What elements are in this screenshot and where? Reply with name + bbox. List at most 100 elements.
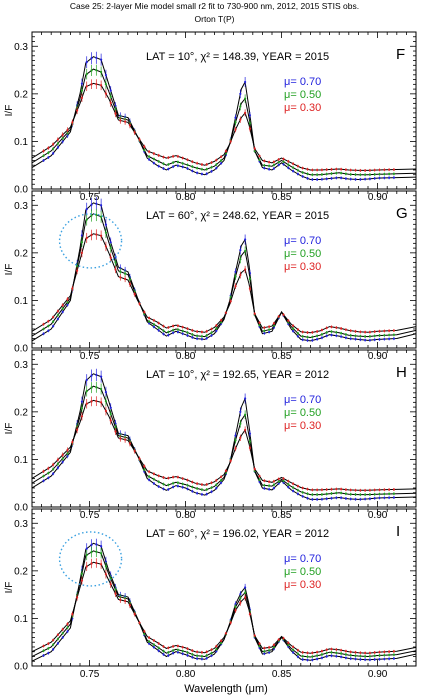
data-point: [42, 154, 45, 157]
data-point: [109, 89, 112, 92]
data-point: [52, 315, 55, 319]
x-tick-label: 0.90: [368, 669, 388, 680]
data-point: [196, 330, 199, 333]
series-points: [42, 79, 396, 172]
legend-entry: μ= 0.70: [284, 235, 321, 247]
data-point: [196, 657, 199, 660]
data-point: [90, 69, 93, 72]
data-point: [306, 331, 309, 334]
data-point: [344, 328, 348, 331]
data-point: [76, 428, 79, 431]
data-point: [320, 336, 324, 339]
data-point: [268, 325, 271, 328]
data-point: [138, 138, 141, 141]
data-point: [80, 415, 84, 418]
data-point: [378, 330, 381, 333]
data-point: [80, 400, 84, 403]
data-point: [364, 497, 367, 501]
data-point: [162, 325, 165, 328]
data-point: [191, 649, 194, 652]
data-point: [66, 630, 69, 633]
data-point: [316, 334, 319, 337]
data-point: [109, 406, 112, 409]
data-point: [392, 488, 396, 491]
data-point: [95, 550, 98, 553]
data-point: [42, 149, 45, 153]
data-point: [95, 56, 98, 59]
panel-i: 0.75 0.80 0.85 0.90 0.0 0.1 0.2 0.3 I/F LAT = 60°…: [4, 508, 417, 680]
data-point: [210, 652, 213, 655]
data-point: [244, 97, 247, 100]
panel-info-text: LAT = 60°, χ² = 248.62, YEAR = 2015: [146, 210, 329, 222]
data-point: [157, 485, 160, 488]
data-point: [368, 489, 372, 492]
data-point: [268, 484, 271, 487]
panel-info-text: LAT = 10°, χ² = 192.65, YEAR = 2012: [146, 369, 329, 381]
x-tick-label: 0.85: [272, 669, 292, 680]
data-point: [138, 457, 141, 460]
data-point: [104, 560, 108, 563]
data-point: [191, 656, 194, 659]
data-point: [234, 609, 237, 612]
data-point: [205, 168, 208, 171]
data-point: [354, 178, 357, 181]
y-tick-label: 0.0: [14, 662, 28, 673]
data-point: [66, 454, 69, 457]
data-point: [344, 336, 348, 339]
data-point: [292, 162, 295, 165]
data-point: [85, 61, 88, 64]
data-point: [104, 231, 108, 234]
data-point: [172, 324, 175, 328]
data-point: [157, 326, 160, 329]
data-point: [292, 645, 295, 648]
data-point: [52, 643, 55, 646]
data-point: [95, 373, 98, 376]
data-point: [263, 164, 266, 167]
panels: 0.75 0.80 0.85 0.90 0.0 0.1 0.2 0.3 I/F LAT = 10°…: [4, 31, 417, 680]
data-point: [344, 333, 348, 336]
data-point: [162, 332, 165, 336]
data-point: [316, 654, 319, 657]
data-point: [316, 488, 319, 491]
panel-letter: F: [396, 46, 405, 63]
data-point: [316, 168, 319, 172]
legend-entry: μ= 0.50: [284, 566, 321, 578]
data-point: [277, 482, 280, 485]
y-axis-label: I/F: [4, 582, 15, 594]
data-point: [368, 655, 372, 658]
data-point: [85, 73, 88, 76]
data-point: [128, 604, 132, 607]
data-point: [47, 647, 50, 650]
panel-f: 0.75 0.80 0.85 0.90 0.0 0.1 0.2 0.3 I/F LAT = 10°…: [4, 31, 417, 203]
data-point: [167, 483, 170, 487]
data-point: [234, 285, 237, 288]
data-point: [373, 177, 376, 180]
data-point: [66, 622, 69, 626]
data-point: [95, 543, 98, 546]
data-point: [316, 493, 319, 496]
panel-info-text: LAT = 10°, χ² = 148.39, YEAR = 2015: [146, 51, 329, 63]
data-point: [191, 333, 194, 336]
data-point: [354, 169, 357, 172]
data-point: [167, 330, 170, 334]
y-axis-label: I/F: [4, 105, 15, 117]
data-point: [95, 202, 98, 205]
data-point: [354, 654, 357, 657]
data-point: [244, 268, 247, 271]
data-point: [388, 172, 391, 176]
data-point: [287, 319, 290, 322]
data-point: [229, 459, 232, 462]
data-point: [268, 646, 271, 649]
data-point: [258, 478, 261, 481]
data-point: [104, 400, 108, 403]
data-point: [263, 647, 266, 650]
data-point: [344, 172, 348, 175]
data-point: [364, 658, 367, 661]
y-tick-label: 0.0: [14, 185, 28, 196]
data-point: [119, 119, 122, 122]
data-point: [383, 168, 386, 171]
data-point: [152, 639, 156, 642]
data-point: [368, 335, 372, 338]
data-point: [176, 651, 180, 654]
data-point: [172, 482, 175, 485]
